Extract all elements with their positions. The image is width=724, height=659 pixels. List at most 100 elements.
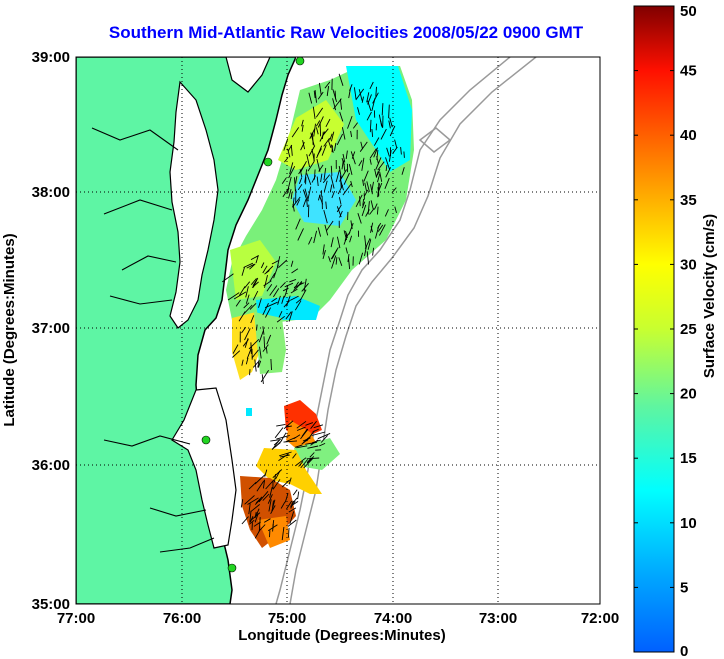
velocity-vector [310, 132, 315, 147]
velocity-vector [336, 133, 344, 146]
velocity-vector [272, 479, 281, 490]
velocity-vector [295, 457, 307, 467]
x-tick-label: 73:00 [479, 610, 517, 627]
velocity-vector [295, 176, 298, 184]
velocity-vector [288, 165, 296, 179]
velocity-vector [233, 291, 247, 300]
colorbar-tick-label: 45 [680, 63, 697, 80]
velocity-vector [384, 209, 389, 217]
velocity-vector [248, 503, 251, 515]
velocity-vector [338, 197, 342, 205]
velocity-vector [284, 157, 289, 163]
velocity-vector [329, 184, 333, 193]
velocity-vector [285, 436, 296, 443]
velocity-vector [296, 445, 308, 449]
colorbar-tick-label: 15 [680, 450, 697, 467]
velocity-vector [252, 278, 258, 286]
velocity-vector [322, 174, 331, 184]
velocity-vector [361, 201, 366, 209]
velocity-vector [275, 470, 281, 480]
velocity-vector [342, 160, 346, 172]
velocity-vector [350, 130, 353, 137]
velocity-vector [317, 194, 321, 201]
velocity-vector [378, 114, 383, 127]
velocity-vector [298, 177, 303, 184]
bathymetry-contours [275, 57, 537, 604]
velocity-vector [335, 169, 340, 183]
velocity-vector [309, 452, 315, 458]
velocity-vector [369, 148, 377, 159]
velocity-vector [290, 145, 293, 156]
velocity-vector [343, 172, 350, 185]
velocity-vector [232, 350, 241, 358]
station-marker [227, 563, 237, 573]
velocity-vector [317, 227, 322, 237]
velocity-vector [294, 444, 303, 448]
velocity-vector [324, 224, 329, 236]
velocity-vector [250, 255, 259, 260]
velocity-vector [308, 145, 316, 157]
velocity-vector [232, 344, 239, 354]
velocity-vector [326, 220, 334, 231]
velocity-vector [313, 123, 316, 137]
velocity-vector [258, 491, 269, 503]
velocity-vector [372, 92, 379, 104]
velocity-vector [349, 235, 353, 243]
velocity-vector [281, 295, 285, 304]
velocity-vector [389, 117, 393, 128]
velocity-vector [290, 192, 293, 200]
velocity-vector [285, 425, 292, 428]
velocity-vector [327, 140, 332, 148]
velocity-vector [364, 182, 367, 192]
velocity-vector [385, 165, 388, 172]
velocity-vector [257, 360, 262, 368]
velocity-vector [370, 200, 374, 210]
velocity-vector [269, 486, 273, 498]
velocity-vector [297, 491, 300, 500]
velocity-vector [338, 257, 343, 266]
velocity-vector [330, 144, 334, 153]
velocity-vector [315, 127, 319, 135]
velocity-vector [350, 180, 353, 188]
velocity-vector [310, 441, 317, 444]
velocity-vector [332, 89, 338, 103]
velocity-vector [243, 302, 250, 309]
velocity-vector [341, 160, 344, 170]
velocity-vector [316, 145, 323, 159]
velocity-vector [336, 206, 342, 218]
velocity-vector [264, 469, 268, 477]
x-tick-label: 77:00 [57, 610, 95, 627]
velocity-vector [357, 213, 362, 224]
velocity-vector [254, 528, 261, 539]
velocity-vector [369, 81, 374, 90]
velocity-vector [244, 328, 251, 341]
velocity-vector [347, 115, 353, 129]
velocity-vector [364, 235, 367, 248]
velocity-vector [351, 151, 356, 159]
velocity-vector [300, 142, 305, 151]
velocity-vector [306, 456, 315, 464]
velocity-vector [339, 210, 343, 218]
velocity-vector [260, 370, 269, 383]
velocity-vector [366, 181, 370, 192]
velocity-vector [273, 474, 277, 483]
velocity-vector [372, 247, 375, 256]
y-tick-label: 39:00 [32, 49, 70, 66]
velocity-vector [258, 330, 264, 343]
velocity-vector [317, 116, 324, 128]
velocity-vector [279, 451, 292, 457]
velocity-vector [288, 477, 292, 485]
y-tick-label: 38:00 [32, 184, 70, 201]
velocity-vector [260, 262, 265, 269]
x-tick-label: 76:00 [163, 610, 201, 627]
velocity-vector [358, 252, 364, 265]
velocity-vector [287, 519, 297, 527]
colorbar-tick-label: 5 [680, 579, 688, 596]
x-axis-label: Longitude (Degrees:Minutes) [238, 627, 446, 644]
velocity-vector [311, 175, 317, 183]
velocity-vector [295, 298, 302, 304]
velocity-vector [296, 199, 301, 206]
velocity-vector [235, 299, 241, 307]
velocity-vector [355, 194, 363, 208]
velocity-vector [403, 151, 405, 158]
